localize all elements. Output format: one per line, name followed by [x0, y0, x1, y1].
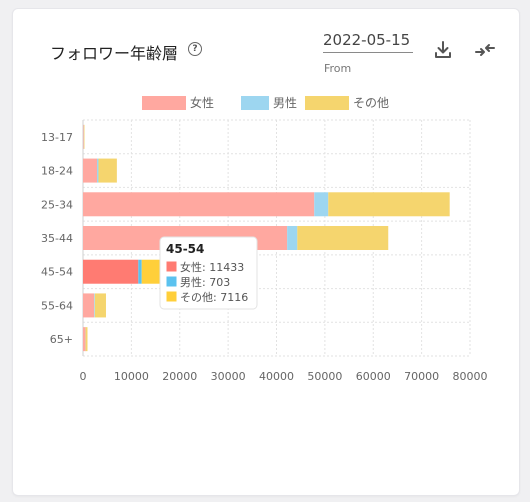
tooltip-title: 45-54	[166, 242, 204, 256]
bar-45-54-1	[138, 259, 142, 284]
bar-65+-0	[83, 327, 86, 352]
y-tick-label-2: 25-34	[41, 198, 73, 211]
compare-arrows-icon[interactable]	[473, 38, 497, 62]
bar-25-34-2	[328, 192, 450, 217]
y-tick-label-0: 13-17	[41, 131, 73, 144]
x-tick-label-1: 10000	[114, 370, 149, 383]
x-tick-label-2: 20000	[162, 370, 197, 383]
bar-13-17-2	[83, 124, 85, 149]
x-axis-ticks: 0 10000 20000 30000 40000 50000 60000 70000 8000…	[80, 370, 488, 383]
x-tick-label-6: 60000	[356, 370, 391, 383]
y-tick-label-4: 45-54	[41, 266, 73, 279]
tooltip-swatch-1	[165, 275, 178, 288]
tooltip-swatch-2	[165, 290, 178, 303]
download-icon[interactable]	[431, 38, 455, 62]
tooltip-box	[159, 236, 258, 310]
tooltip-item-1: 男性: 703	[180, 275, 230, 289]
chart-card: フォロワー年齢層 ? From	[12, 8, 520, 496]
bar-35-44-1	[287, 226, 298, 250]
date-from-input[interactable]	[323, 28, 413, 53]
bar-35-44-2	[297, 226, 389, 250]
bar-45-54-0	[83, 259, 139, 284]
x-tick-label-3: 30000	[211, 370, 246, 383]
x-tick-label-7: 70000	[404, 370, 439, 383]
y-tick-label-6: 65+	[50, 333, 73, 346]
legend-swatch-0	[142, 96, 186, 110]
legend-swatch-1	[241, 96, 269, 110]
y-axis-ticks: 13-17 18-24 25-34 35-44 45-54 55-64 65+	[41, 131, 73, 346]
y-tick-label-5: 55-64	[41, 299, 73, 312]
bar-18-24-0	[83, 158, 98, 183]
bar-13-17-0	[83, 124, 84, 149]
bar-25-34-0	[83, 192, 315, 217]
chart-bars	[83, 124, 450, 352]
tooltip-item-0: 女性: 11433	[180, 260, 244, 274]
tooltip-swatch-0	[165, 260, 178, 273]
date-from-label: From	[324, 62, 352, 75]
x-tick-label-8: 80000	[453, 370, 488, 383]
legend-label-0: 女性	[190, 95, 214, 110]
bar-55-64-1	[94, 293, 95, 318]
y-tick-label-3: 35-44	[41, 232, 73, 245]
y-tick-label-1: 18-24	[41, 165, 73, 178]
x-tick-label-5: 50000	[307, 370, 342, 383]
bar-25-34-1	[314, 192, 329, 217]
x-tick-label-0: 0	[80, 370, 87, 383]
card-title: フォロワー年齢層	[50, 44, 179, 63]
bar-65+-2	[85, 327, 88, 352]
bar-18-24-1	[97, 158, 99, 183]
chart-legend: 女性 男性 その他	[142, 95, 389, 110]
legend-label-1: 男性	[273, 96, 297, 110]
tooltip-item-2: その他: 7116	[180, 291, 248, 304]
bar-55-64-2	[94, 293, 106, 318]
help-icon[interactable]: ?	[188, 42, 202, 56]
x-tick-label-4: 40000	[259, 370, 294, 383]
bar-55-64-0	[83, 293, 95, 318]
legend-label-2: その他	[353, 96, 389, 110]
bar-18-24-2	[98, 158, 117, 183]
legend-swatch-2	[305, 96, 349, 110]
